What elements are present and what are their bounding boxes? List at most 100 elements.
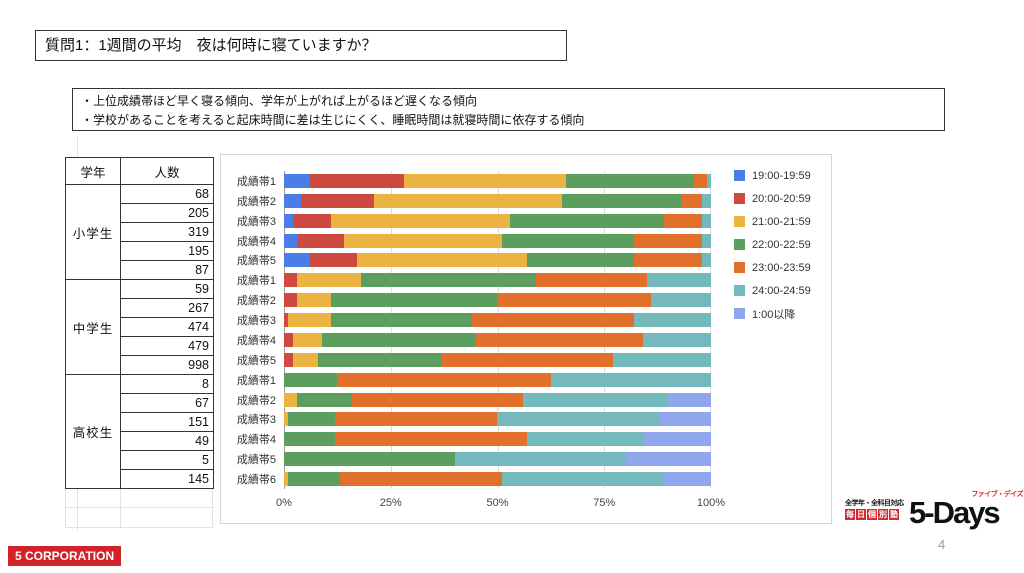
chart-row-track [284,412,711,427]
chart-row: 成績帯6 [221,469,711,489]
bar-segment [284,213,293,228]
legend-swatch [734,216,745,227]
chart-row-label: 成績帯3 [236,414,276,427]
chart-row-track [284,293,711,308]
stacked-bar [284,233,711,248]
bar-segment [292,352,319,367]
chart-row-label: 成績帯2 [236,295,276,308]
bar-segment [284,452,455,467]
bar-segment [634,253,703,268]
bar-segment [284,472,289,487]
bar-segment [664,213,703,228]
bar-segment [301,193,374,208]
bar-segment [535,273,647,288]
bar-segment [681,193,703,208]
count-cell: 998 [120,355,214,375]
legend-swatch [734,239,745,250]
legend-label: 24:00-24:59 [752,284,811,297]
five-days-boxed-label: 毎日個別塾 [845,509,907,520]
sheet-empty-cells [65,488,213,528]
chart-gridlines [284,171,711,489]
x-axis-tick: 100% [696,497,726,509]
bar-segment [288,472,340,487]
table-row: 479 [66,336,214,356]
bar-segment [510,213,664,228]
bar-segment [659,412,711,427]
bar-segment [318,352,442,367]
bar-segment [284,412,289,427]
chart-row-track [284,313,711,328]
bar-segment [284,253,310,268]
bar-segment [284,313,289,328]
bar-segment [523,392,669,407]
bar-segment [454,452,626,467]
count-cell: 474 [120,317,214,337]
bar-segment [322,332,477,347]
chart-axis-line [284,171,285,489]
five-days-katakana: ファイブ・デイズ [971,491,1023,498]
chart-row-track [284,253,711,268]
bar-segment [497,412,660,427]
chart-gridline [497,171,499,489]
chart-row-label: 成績帯6 [236,474,276,487]
bar-segment [501,472,664,487]
stacked-bar [284,372,711,387]
bar-segment [664,472,711,487]
bar-segment [296,293,331,308]
table-row: 998 [66,355,214,375]
bar-segment [292,213,331,228]
sheet-gridline [77,137,78,157]
legend-swatch [734,285,745,296]
count-cell: 319 [120,222,214,242]
bar-segment [330,313,472,328]
bar-segment [625,452,711,467]
chart-row-track [284,173,711,188]
bar-segment [284,293,297,308]
legend-item: 23:00-23:59 [734,262,811,274]
five-days-boxed-char: 毎 [845,509,855,520]
bar-segment [702,193,711,208]
stacked-bar [284,273,711,288]
x-axis-tick: 75% [593,497,616,509]
chart-row-track [284,352,711,367]
bar-segment [403,173,566,188]
slide-title: 質問1：1週間の平均 夜は何時に寝ていますか？ [35,30,567,61]
bar-segment [335,412,498,427]
bar-segment [471,313,635,328]
table-row: 145 [66,469,214,489]
chart-row-label: 成績帯4 [236,434,276,447]
five-days-logo-right: ファイブ・デイズ 5-Days [909,489,1023,531]
bar-segment [550,372,711,387]
chart-gridline [390,171,392,489]
chart-row-track [284,213,711,228]
stacked-bar [284,432,711,447]
chart-rows: 成績帯1 成績帯2 成績帯3 成績帯4 成績帯5 成績帯1 成績帯2 成績帯3 成績帯4 成績帯5… [221,171,711,489]
table-header-count: 人数 [120,157,214,185]
chart-row: 成績帯2 [221,191,711,211]
bar-segment [527,253,635,268]
stacked-bar [284,472,711,487]
bar-segment [642,332,711,347]
chart-row-track [284,193,711,208]
chart-row-label: 成績帯2 [236,394,276,407]
bar-segment [292,332,323,347]
five-days-boxed-char: 日 [856,509,866,520]
bar-segment [642,432,711,447]
chart-row: 成績帯3 [221,310,711,330]
chart-row-label: 成績帯1 [236,374,276,387]
legend-label: 22:00-22:59 [752,238,811,251]
chart-legend: 19:00-19:59 20:00-20:59 21:00-21:59 22:00-2… [734,170,811,331]
bar-segment [284,332,293,347]
chart-row: 成績帯4 [221,429,711,449]
chart-row: 成績帯5 [221,251,711,271]
chart-row-label: 成績帯4 [236,334,276,347]
chart-row-track [284,432,711,447]
bar-segment [330,213,511,228]
count-cell: 67 [120,393,214,413]
chart-row: 成績帯5 [221,449,711,469]
chart-row: 成績帯4 [221,231,711,251]
bar-segment [373,193,562,208]
bar-segment [651,293,711,308]
five-days-logo-left: 全学年・全科目対応 毎日個別塾 [845,498,907,520]
